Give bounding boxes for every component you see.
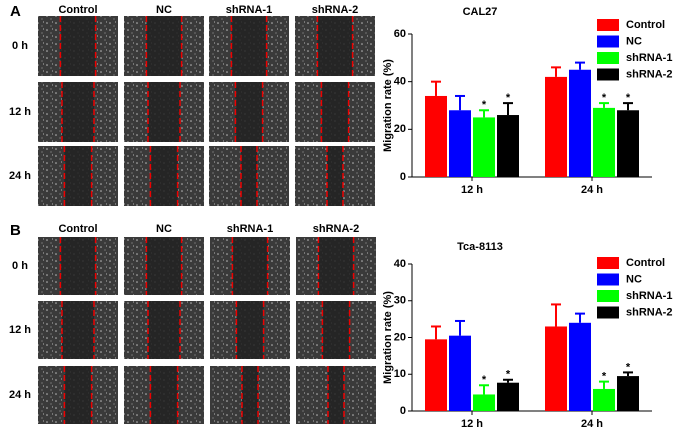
row-label: 24 h: [9, 170, 31, 182]
significance-marker: *: [626, 361, 631, 373]
bar: [425, 339, 447, 411]
significance-marker: *: [626, 92, 631, 104]
wound-area: [235, 82, 263, 142]
wound-area: [241, 146, 257, 206]
bar: [425, 95, 447, 177]
x-tick-label: 12 h: [461, 184, 483, 196]
significance-marker: *: [602, 92, 607, 104]
legend-label: shRNA-2: [626, 306, 672, 318]
bar: [473, 394, 495, 411]
legend-swatch: [597, 290, 619, 302]
wound-area: [146, 16, 182, 76]
bar: [473, 117, 495, 177]
legend-swatch: [597, 52, 619, 64]
legend-swatch: [597, 35, 619, 48]
row-label: 0 h: [12, 40, 28, 52]
wound-area: [150, 146, 178, 206]
wound-area: [232, 237, 268, 295]
wound-area: [327, 146, 343, 206]
wound-area: [322, 301, 350, 359]
row-label: 0 h: [12, 260, 28, 272]
bar: [569, 322, 591, 411]
wound-area: [60, 16, 96, 76]
legend-swatch: [597, 68, 619, 81]
legend-label: NC: [626, 35, 642, 47]
wound-area: [148, 82, 180, 142]
wound-area: [242, 366, 258, 424]
y-axis-label: Migration rate (%): [382, 291, 394, 384]
wound-area: [60, 237, 96, 295]
y-tick-label: 10: [394, 368, 406, 380]
legend-swatch: [597, 273, 619, 286]
column-label: NC: [156, 4, 172, 16]
bar: [617, 110, 639, 177]
chart-title: Tca-8113: [457, 241, 503, 253]
y-tick-label: 20: [394, 331, 406, 343]
legend-label: NC: [626, 273, 642, 285]
row-label: 12 h: [9, 106, 31, 118]
panel-label: B: [10, 222, 21, 239]
legend-label: shRNA-1: [626, 290, 672, 302]
y-tick-label: 0: [400, 405, 406, 417]
wound-area: [150, 366, 178, 424]
legend-label: Control: [626, 257, 665, 269]
y-tick-label: 40: [394, 76, 406, 88]
bar: [497, 382, 519, 411]
bar: [449, 110, 471, 177]
wound-area: [236, 301, 264, 359]
legend-swatch: [597, 306, 619, 319]
column-label: shRNA-1: [227, 223, 273, 235]
y-tick-label: 0: [400, 171, 406, 183]
bar: [545, 76, 567, 177]
bar: [497, 115, 519, 177]
legend-swatch: [597, 19, 619, 31]
y-tick-label: 40: [394, 258, 406, 270]
y-tick-label: 20: [394, 123, 406, 135]
wound-area: [62, 82, 94, 142]
wound-area: [64, 366, 92, 424]
legend-label: Control: [626, 19, 665, 31]
wound-area: [62, 301, 94, 359]
significance-marker: *: [602, 371, 607, 383]
x-tick-label: 12 h: [461, 418, 483, 430]
column-label: NC: [156, 223, 172, 235]
wound-area: [318, 237, 354, 295]
legend-swatch: [597, 257, 619, 269]
column-label: Control: [58, 4, 97, 16]
significance-marker: *: [506, 92, 511, 104]
column-label: Control: [58, 223, 97, 235]
column-label: shRNA-2: [312, 4, 358, 16]
legend-label: shRNA-2: [626, 68, 672, 80]
bar: [593, 107, 615, 177]
bar: [593, 388, 615, 411]
bar: [449, 335, 471, 411]
panel-label: A: [10, 3, 21, 20]
column-label: shRNA-1: [226, 4, 272, 16]
x-tick-label: 24 h: [581, 184, 603, 196]
legend-label: shRNA-1: [626, 52, 672, 64]
significance-marker: *: [482, 374, 487, 386]
row-label: 24 h: [9, 389, 31, 401]
significance-marker: *: [482, 99, 487, 111]
wound-area: [321, 82, 349, 142]
bar: [617, 376, 639, 411]
y-axis-label: Migration rate (%): [382, 59, 394, 152]
wound-area: [317, 16, 353, 76]
x-tick-label: 24 h: [581, 418, 603, 430]
wound-area: [146, 237, 182, 295]
y-tick-label: 30: [394, 295, 406, 307]
wound-area: [328, 366, 344, 424]
chart-title: CAL27: [463, 6, 498, 18]
significance-marker: *: [506, 369, 511, 381]
wound-area: [231, 16, 267, 76]
row-label: 12 h: [9, 324, 31, 336]
y-tick-label: 60: [394, 28, 406, 40]
column-label: shRNA-2: [313, 223, 359, 235]
wound-area: [64, 146, 92, 206]
bar: [545, 326, 567, 411]
wound-area: [148, 301, 180, 359]
bar: [569, 69, 591, 177]
